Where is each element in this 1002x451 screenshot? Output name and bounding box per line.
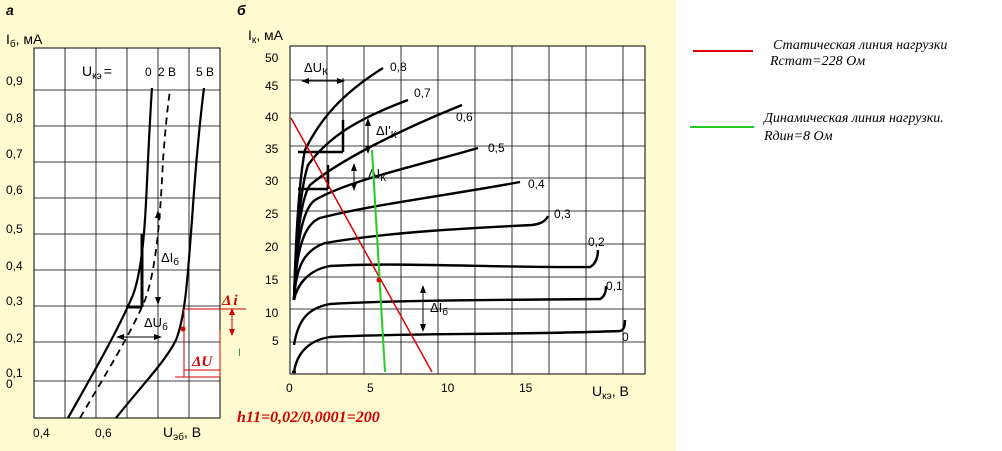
panel-b-y-ticks: 5 10 15 20 25 30 35 40 45 50 xyxy=(265,51,279,348)
panel-b-x-tick: 0 xyxy=(286,381,293,395)
panel-b-curve-label: 0 xyxy=(622,330,629,344)
figure-svg: а Iб, мА 0 0,1 0,2 0,3 0,4 0,5 0,6 0,7 0… xyxy=(6,2,646,443)
panel-a-curve-label: 2 В xyxy=(158,65,176,79)
panel-b-curve-label: 0,7 xyxy=(414,86,431,100)
panel-a-curve-label: 0 xyxy=(145,65,152,79)
transistor-characteristics-figure: а Iб, мА 0 0,1 0,2 0,3 0,4 0,5 0,6 0,7 0… xyxy=(0,0,676,451)
legend-dynamic-label: Динамическая линия нагрузки. xyxy=(764,111,944,126)
panel-b-y-tick: 45 xyxy=(265,79,279,93)
panel-a-y-tick: 0,7 xyxy=(6,147,23,161)
operating-point xyxy=(376,277,382,283)
h11-formula: h11=0,02/0,0001=200 xyxy=(237,409,380,426)
panel-a-y-ticks: 0 0,1 0,2 0,3 0,4 0,5 0,6 0,7 0,8 0,9 xyxy=(6,74,23,391)
panel-b-y-tick: 35 xyxy=(265,142,279,156)
panel-a-delta-ib: ΔIб xyxy=(161,250,179,268)
panel-a-y-tick: 0,8 xyxy=(6,111,23,125)
panel-b-curve-0-4 xyxy=(292,180,521,301)
panel-b-y-tick: 30 xyxy=(265,174,279,188)
panel-a-y-tick: 0,1 xyxy=(6,366,23,380)
panel-b-curve-0-2 xyxy=(292,249,600,301)
panel-a-param-label: Uкэ = xyxy=(82,63,112,82)
panel-a-y-tick: 0,4 xyxy=(6,259,23,273)
panel-b-curve-label: 0,2 xyxy=(588,235,605,249)
panel-a-xlabel: Uэб, В xyxy=(163,424,201,443)
panel-a-curve-2v xyxy=(79,89,171,419)
panel-b-curve-0 xyxy=(292,319,627,373)
panel-b-x-tick: 10 xyxy=(441,381,455,395)
panel-a-y-tick: 0,3 xyxy=(6,294,23,308)
panel-b-curve-label: 0,3 xyxy=(554,207,571,221)
panel-b-ylabel: Iк, мА xyxy=(248,27,284,46)
panel-a-grid xyxy=(34,48,220,418)
panel-b-x-tick: 15 xyxy=(519,381,533,395)
legend-static-value: Rстат=228 Ом xyxy=(770,54,866,69)
panel-b-curve-label: 0,5 xyxy=(488,141,505,155)
panel-b-xlabel: Uкэ, В xyxy=(592,383,629,402)
panel-a-y-tick: 0,5 xyxy=(6,222,23,236)
panel-b-curve-label: 0,8 xyxy=(390,60,407,74)
panel-b-grid xyxy=(290,46,645,374)
panel-a-ylabel: Iб, мА xyxy=(6,31,43,50)
panel-a-red-point xyxy=(180,326,186,332)
panel-b-curve-label: 0,4 xyxy=(528,177,545,191)
panel-b-curve-0-5 xyxy=(292,146,479,301)
panel-b-y-tick: 25 xyxy=(265,207,279,221)
panel-b-curve-label: 0,1 xyxy=(606,279,623,293)
panel-b-curve-label: 0,6 xyxy=(456,110,473,124)
panel-b-delta-ib: ΔIб xyxy=(430,300,448,318)
panel-a-y-tick: 0,9 xyxy=(6,74,23,88)
legend-dynamic-line xyxy=(690,126,754,128)
panel-a-y-tick: 0 xyxy=(6,377,13,391)
panel-a-y-tick: 0,2 xyxy=(6,331,23,345)
panel-a-small-mark: I xyxy=(238,347,241,359)
panel-a-curve-label: 5 В xyxy=(196,65,214,79)
panel-a-red-delta-u: ΔU xyxy=(191,354,213,370)
panel-b-y-tick: 20 xyxy=(265,240,279,254)
legend-static-label: Статическая линия нагрузки xyxy=(773,38,948,53)
panel-a-letter: а xyxy=(6,2,14,18)
panel-b-letter: б xyxy=(237,2,246,18)
panel-a-x-tick: 0,6 xyxy=(95,426,112,440)
panel-b-y-tick: 10 xyxy=(265,306,279,320)
panel-b-y-tick: 40 xyxy=(265,110,279,124)
panel-b-delta-uk: ΔUК xyxy=(304,60,328,78)
panel-b-x-tick: 5 xyxy=(367,381,374,395)
panel-a-curve-5v xyxy=(115,87,206,419)
legend-static-line xyxy=(693,50,753,52)
panel-b-y-tick: 5 xyxy=(272,334,279,348)
legend-dynamic-value: Rдин=8 Ом xyxy=(764,129,833,144)
panel-b-delta-ik-prime: ΔI'К xyxy=(376,123,397,141)
panel-a-y-tick: 0,6 xyxy=(6,183,23,197)
dynamic-load-line xyxy=(371,149,386,373)
panel-b-curve-0-1 xyxy=(292,285,608,346)
panel-b-y-tick: 50 xyxy=(265,51,279,65)
panel-b-y-tick: 15 xyxy=(265,273,279,287)
static-load-line xyxy=(290,117,433,373)
panel-a-delta-ueb: ΔUб xyxy=(144,315,168,333)
panel-b-curve-0-3 xyxy=(292,215,550,301)
panel-a-x-tick: 0,4 xyxy=(33,426,50,440)
